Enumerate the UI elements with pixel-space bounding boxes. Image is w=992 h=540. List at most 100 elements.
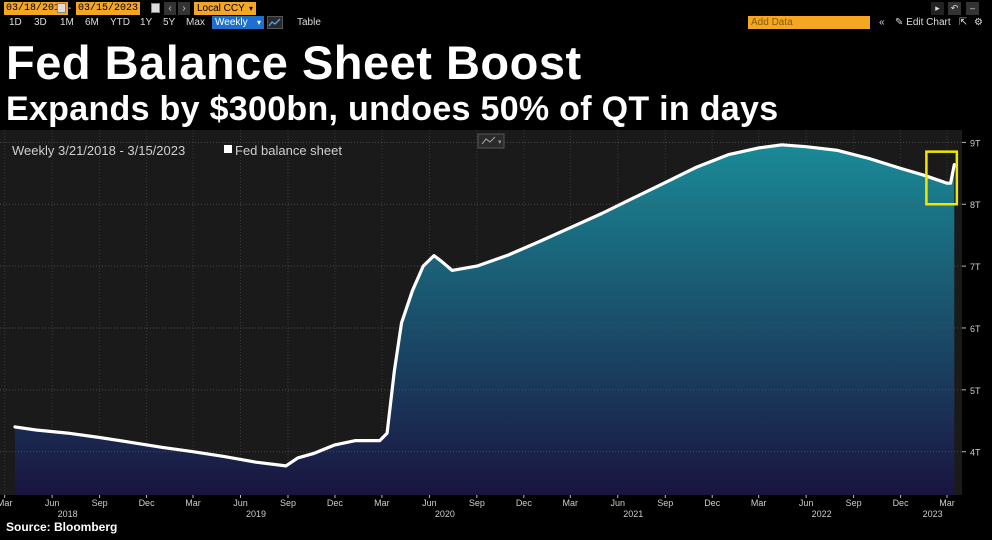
x-tick-label: Sep [469,498,485,508]
range-max[interactable]: Max [186,17,205,28]
data-point [600,212,603,215]
data-point [354,439,357,442]
data-point [867,157,871,160]
legend-swatch [224,145,232,153]
currency-select[interactable]: Local CCY ▾ [194,2,256,15]
data-point [569,226,572,229]
chart-toolbar: 03/18/2018 - 03/15/2023 ‹ › Local CCY ▾ … [0,0,992,32]
data-point [254,461,258,464]
range-1m[interactable]: 1M [60,17,74,28]
data-point [727,153,730,156]
data-point [475,264,479,268]
edit-chart-label: Edit Chart [906,17,951,28]
range-1y[interactable]: 1Y [140,17,153,28]
x-tick-label: Mar [185,498,201,508]
data-point [899,167,902,170]
start-date-field[interactable]: 03/18/2018 [4,2,69,15]
data-point [400,321,403,325]
x-axis-strip [0,495,992,520]
data-point [129,441,133,444]
table-view-button[interactable]: Table [297,17,321,28]
range-6m[interactable]: 6M [85,17,99,28]
x-axis: Mar Jun Sep Dec Mar Jun Sep Dec Mar Jun Sep Dec Mar J… [0,495,992,520]
edit-chart-button[interactable]: ✎ Edit Chart [895,16,951,29]
chart-type-dropdown[interactable]: ▾ [477,133,505,149]
share-icon[interactable]: ⇱ [959,17,968,28]
x-tick-label: Jun [611,498,626,508]
add-data-input[interactable]: Add Data [748,16,870,29]
data-point [804,145,808,148]
range-3d[interactable]: 3D [34,17,47,28]
y-axis-strip [962,130,992,495]
undo-icon[interactable]: ↶ [948,2,961,15]
x-year-label: 2023 [923,509,943,519]
data-point [949,182,952,185]
data-point [312,452,315,455]
frequency-select[interactable]: Weekly ▾ [212,16,264,29]
series-line-fed-balance-sheet [13,143,956,468]
gear-icon[interactable]: ⚙ [974,17,983,28]
y-axis: 4T 5T 6T 7T 8T 9T [962,138,981,458]
x-tick-label: Dec [139,498,156,508]
data-point [411,289,414,292]
date-separator: - [68,3,72,14]
x-year-label: 2018 [58,509,78,519]
chevron-right-icon[interactable]: › [178,2,190,15]
minimize-icon[interactable]: – [966,2,979,15]
data-point [507,253,510,257]
series-points [13,143,956,468]
x-tick-label: Dec [516,498,533,508]
pencil-icon: ✎ [895,17,904,28]
x-year-label: 2022 [812,509,832,519]
data-point [34,428,38,432]
x-tick-label: Dec [704,498,721,508]
end-date-field[interactable]: 03/15/2023 [76,2,141,15]
x-tick-label: Sep [280,498,296,508]
x-tick-label: Dec [893,498,910,508]
collapse-icon[interactable]: « [879,17,885,28]
data-point [922,174,925,177]
x-tick-label: Sep [846,498,862,508]
data-point [422,264,425,268]
currency-select-value: Local CCY [197,3,245,14]
source-note: Source: Bloomberg [6,520,118,534]
chevron-left-icon[interactable]: ‹ [164,2,176,15]
range-ytd[interactable]: YTD [110,17,130,28]
data-point [945,182,949,185]
data-point [450,269,454,272]
x-tick-label: Mar [563,498,579,508]
toolbar-row-ranges: 1D 3D 1M 6M YTD 1Y 5Y Max Weekly ▾ Table… [0,16,992,30]
highlight-box [925,150,959,206]
line-chart-icon [481,136,496,145]
x-tick-label: Jun [233,498,248,508]
range-5y[interactable]: 5Y [163,17,176,28]
y-tick-label: 8T [970,200,981,210]
data-point [223,455,226,458]
x-tick-label: Mar [939,498,955,508]
chevron-down-icon: ▾ [498,139,502,146]
y-tick-label: 4T [970,448,981,458]
data-point [378,439,381,442]
legend-series-name: Fed balance sheet [235,143,342,158]
calendar-icon[interactable] [57,3,66,13]
data-point [780,143,784,146]
data-point [757,146,760,150]
y-tick-label: 5T [970,386,981,396]
x-tick-label: Jun [422,498,437,508]
x-tick-label: Mar [374,498,390,508]
line-chart-icon[interactable] [267,16,283,29]
calendar-icon[interactable] [151,3,160,13]
range-1d[interactable]: 1D [9,17,22,28]
data-point [440,260,443,263]
data-point [161,446,164,449]
data-point [385,431,389,435]
y-tick-label: 7T [970,262,981,272]
x-year-label: 2019 [246,509,266,519]
data-point [632,196,635,200]
data-point [953,163,956,166]
data-point [333,443,337,447]
play-icon[interactable]: ▸ [931,2,944,15]
data-point [13,425,17,429]
x-tick-label: Dec [327,498,344,508]
data-point [66,431,69,435]
